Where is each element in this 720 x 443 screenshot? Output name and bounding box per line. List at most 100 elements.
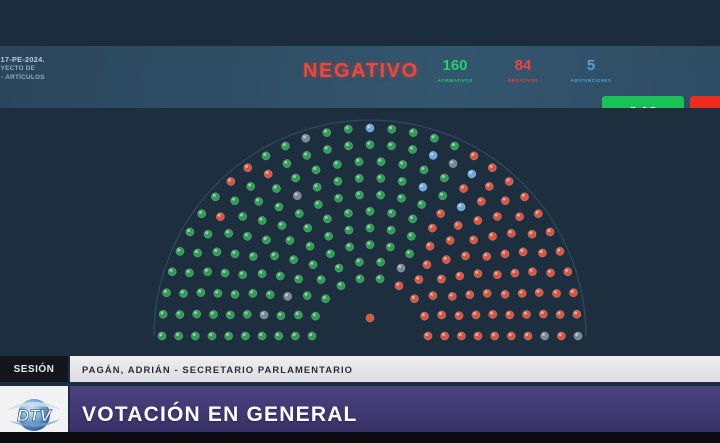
seat bbox=[333, 176, 343, 186]
seat bbox=[324, 231, 334, 241]
seat-highlight bbox=[248, 183, 252, 187]
seat bbox=[555, 247, 565, 256]
seat bbox=[437, 274, 446, 284]
seat bbox=[473, 269, 483, 279]
seat bbox=[408, 214, 417, 224]
seat-highlight bbox=[475, 217, 479, 221]
seat-highlight bbox=[424, 261, 428, 265]
seat bbox=[257, 269, 267, 279]
seat bbox=[242, 310, 252, 319]
seat-highlight bbox=[222, 270, 226, 274]
seat-highlight bbox=[209, 333, 213, 337]
seat bbox=[323, 145, 332, 154]
seat-highlight bbox=[278, 312, 282, 316]
seat-highlight bbox=[416, 276, 420, 280]
seat bbox=[488, 231, 497, 241]
seat-highlight bbox=[389, 126, 393, 130]
seat bbox=[510, 268, 520, 278]
seat-highlight bbox=[377, 192, 381, 196]
seat-highlight bbox=[244, 233, 248, 237]
seat bbox=[190, 331, 200, 341]
seat bbox=[344, 208, 353, 218]
seat-highlight bbox=[460, 185, 464, 189]
seat bbox=[203, 229, 213, 239]
seat bbox=[425, 241, 435, 251]
seat-highlight bbox=[160, 311, 164, 315]
seat bbox=[572, 309, 582, 319]
seat bbox=[316, 275, 326, 284]
seat-highlight bbox=[192, 333, 196, 337]
seat-highlight bbox=[490, 311, 494, 315]
seat-highlight bbox=[471, 152, 475, 156]
seat-highlight bbox=[324, 146, 328, 150]
chamber-area bbox=[0, 108, 720, 348]
bill-reference-line2: PROYECTO DE bbox=[0, 64, 36, 72]
seat bbox=[538, 248, 547, 258]
seat-highlight bbox=[575, 333, 579, 337]
seat bbox=[487, 163, 497, 173]
count-afirmativos-label: AFIRMATIVOS bbox=[437, 78, 473, 83]
seat-highlight bbox=[345, 142, 349, 146]
seat bbox=[179, 289, 188, 298]
seat bbox=[423, 331, 433, 341]
seat bbox=[272, 184, 281, 193]
lower-third-title-text: VOTACIÓN EN GENERAL bbox=[82, 402, 358, 426]
seat bbox=[540, 331, 550, 341]
seat bbox=[224, 331, 234, 341]
seat-highlight bbox=[356, 175, 360, 179]
seat bbox=[528, 267, 537, 277]
seat bbox=[212, 247, 222, 257]
seat bbox=[422, 260, 432, 269]
seat-highlight bbox=[271, 252, 275, 256]
seat bbox=[385, 242, 395, 252]
seat bbox=[289, 255, 298, 264]
seat-highlight bbox=[458, 333, 462, 337]
seat bbox=[282, 159, 292, 168]
seat bbox=[263, 169, 273, 179]
seat-highlight bbox=[396, 282, 400, 286]
vote-header-band: TE. 17-PE-2024. PROYECTO DE LEY - ARTÍCU… bbox=[0, 46, 720, 108]
seat-highlight bbox=[177, 248, 181, 252]
seat-highlight bbox=[169, 268, 173, 272]
seat bbox=[538, 309, 548, 319]
seat-highlight bbox=[367, 125, 371, 129]
seat-highlight bbox=[212, 193, 216, 197]
seat-highlight bbox=[425, 333, 429, 337]
seat bbox=[427, 223, 437, 233]
seat bbox=[302, 291, 312, 300]
vote-result-label: NEGATIVO bbox=[303, 60, 419, 82]
seat-highlight bbox=[345, 210, 349, 214]
total-voted-value: 249 bbox=[628, 105, 658, 109]
seat-highlight bbox=[285, 293, 289, 297]
seat bbox=[332, 160, 342, 169]
seat bbox=[334, 263, 344, 273]
seat bbox=[504, 177, 514, 186]
seat-highlight bbox=[547, 269, 551, 273]
seat-highlight bbox=[255, 198, 259, 202]
seat-highlight bbox=[356, 192, 360, 196]
seat bbox=[323, 214, 332, 224]
seat bbox=[326, 249, 335, 259]
count-negativos-value: 84 bbox=[514, 57, 532, 74]
seat bbox=[307, 331, 317, 341]
seat-highlight bbox=[398, 195, 402, 199]
count-abstenciones: 5 ABSTENCIONES bbox=[568, 58, 614, 84]
seat bbox=[556, 331, 566, 341]
seat-highlight bbox=[529, 231, 533, 235]
seat bbox=[398, 160, 408, 169]
seat-highlight bbox=[525, 333, 529, 337]
seat-highlight bbox=[507, 312, 511, 316]
seat bbox=[428, 291, 438, 300]
seat-highlight bbox=[194, 311, 198, 315]
seat-highlight bbox=[244, 311, 248, 315]
seat bbox=[436, 209, 446, 218]
seat-highlight bbox=[217, 213, 221, 217]
seat bbox=[418, 182, 428, 192]
seat bbox=[230, 249, 240, 259]
session-tag-label: SESIÓN bbox=[13, 363, 55, 375]
seat bbox=[533, 209, 543, 219]
seat bbox=[500, 196, 510, 206]
seat-highlight bbox=[367, 208, 371, 212]
seat bbox=[261, 151, 271, 161]
seat bbox=[490, 331, 500, 341]
